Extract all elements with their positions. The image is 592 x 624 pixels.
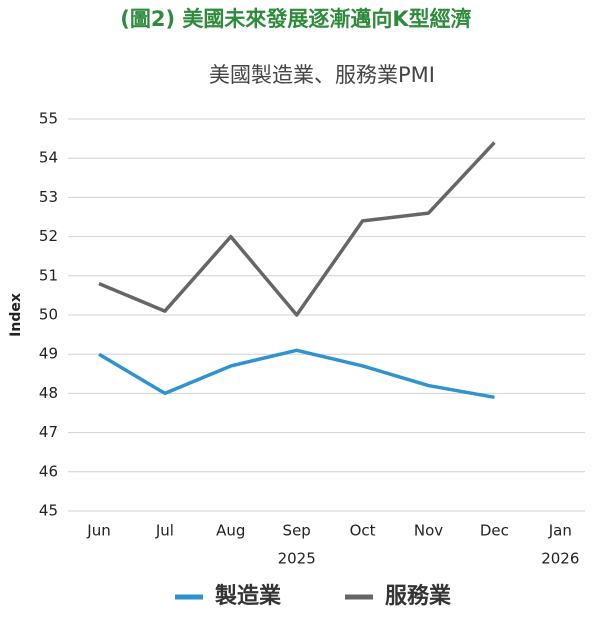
y-axis-label: Index (8, 293, 24, 337)
y-tick-label: 52 (39, 227, 58, 245)
y-tick-label: 47 (39, 423, 58, 441)
y-tick-label: 54 (39, 149, 58, 167)
x-tick-label: Oct (350, 522, 376, 540)
legend-label: 製造業 (214, 583, 282, 609)
x-tick-label: Sep (283, 522, 311, 540)
x-year-label: 2026 (541, 550, 579, 568)
x-tick-label: Aug (216, 522, 245, 540)
header-title: (圖2) 美國未來發展逐漸邁向K型經濟 (120, 7, 471, 31)
x-year-label: 2025 (278, 550, 316, 568)
x-tick-label: Dec (480, 522, 509, 540)
series-line (98, 348, 495, 400)
y-tick-label: 50 (39, 306, 58, 324)
y-tick-label: 55 (39, 110, 58, 128)
y-tick-label: 49 (39, 345, 58, 363)
y-tick-label: 48 (39, 384, 58, 402)
x-tick-label: Jul (155, 522, 174, 540)
y-tick-label: 46 (39, 462, 58, 480)
y-tick-label: 45 (39, 502, 58, 520)
x-tick-label: Jan (548, 522, 572, 540)
x-tick-label: Nov (414, 522, 443, 540)
series-line (98, 141, 496, 317)
chart-title: 美國製造業、服務業PMI (209, 63, 435, 87)
legend-label: 服務業 (385, 583, 452, 609)
y-tick-label: 51 (39, 266, 58, 284)
x-tick-label: Jun (86, 522, 110, 540)
y-tick-label: 53 (39, 188, 58, 206)
